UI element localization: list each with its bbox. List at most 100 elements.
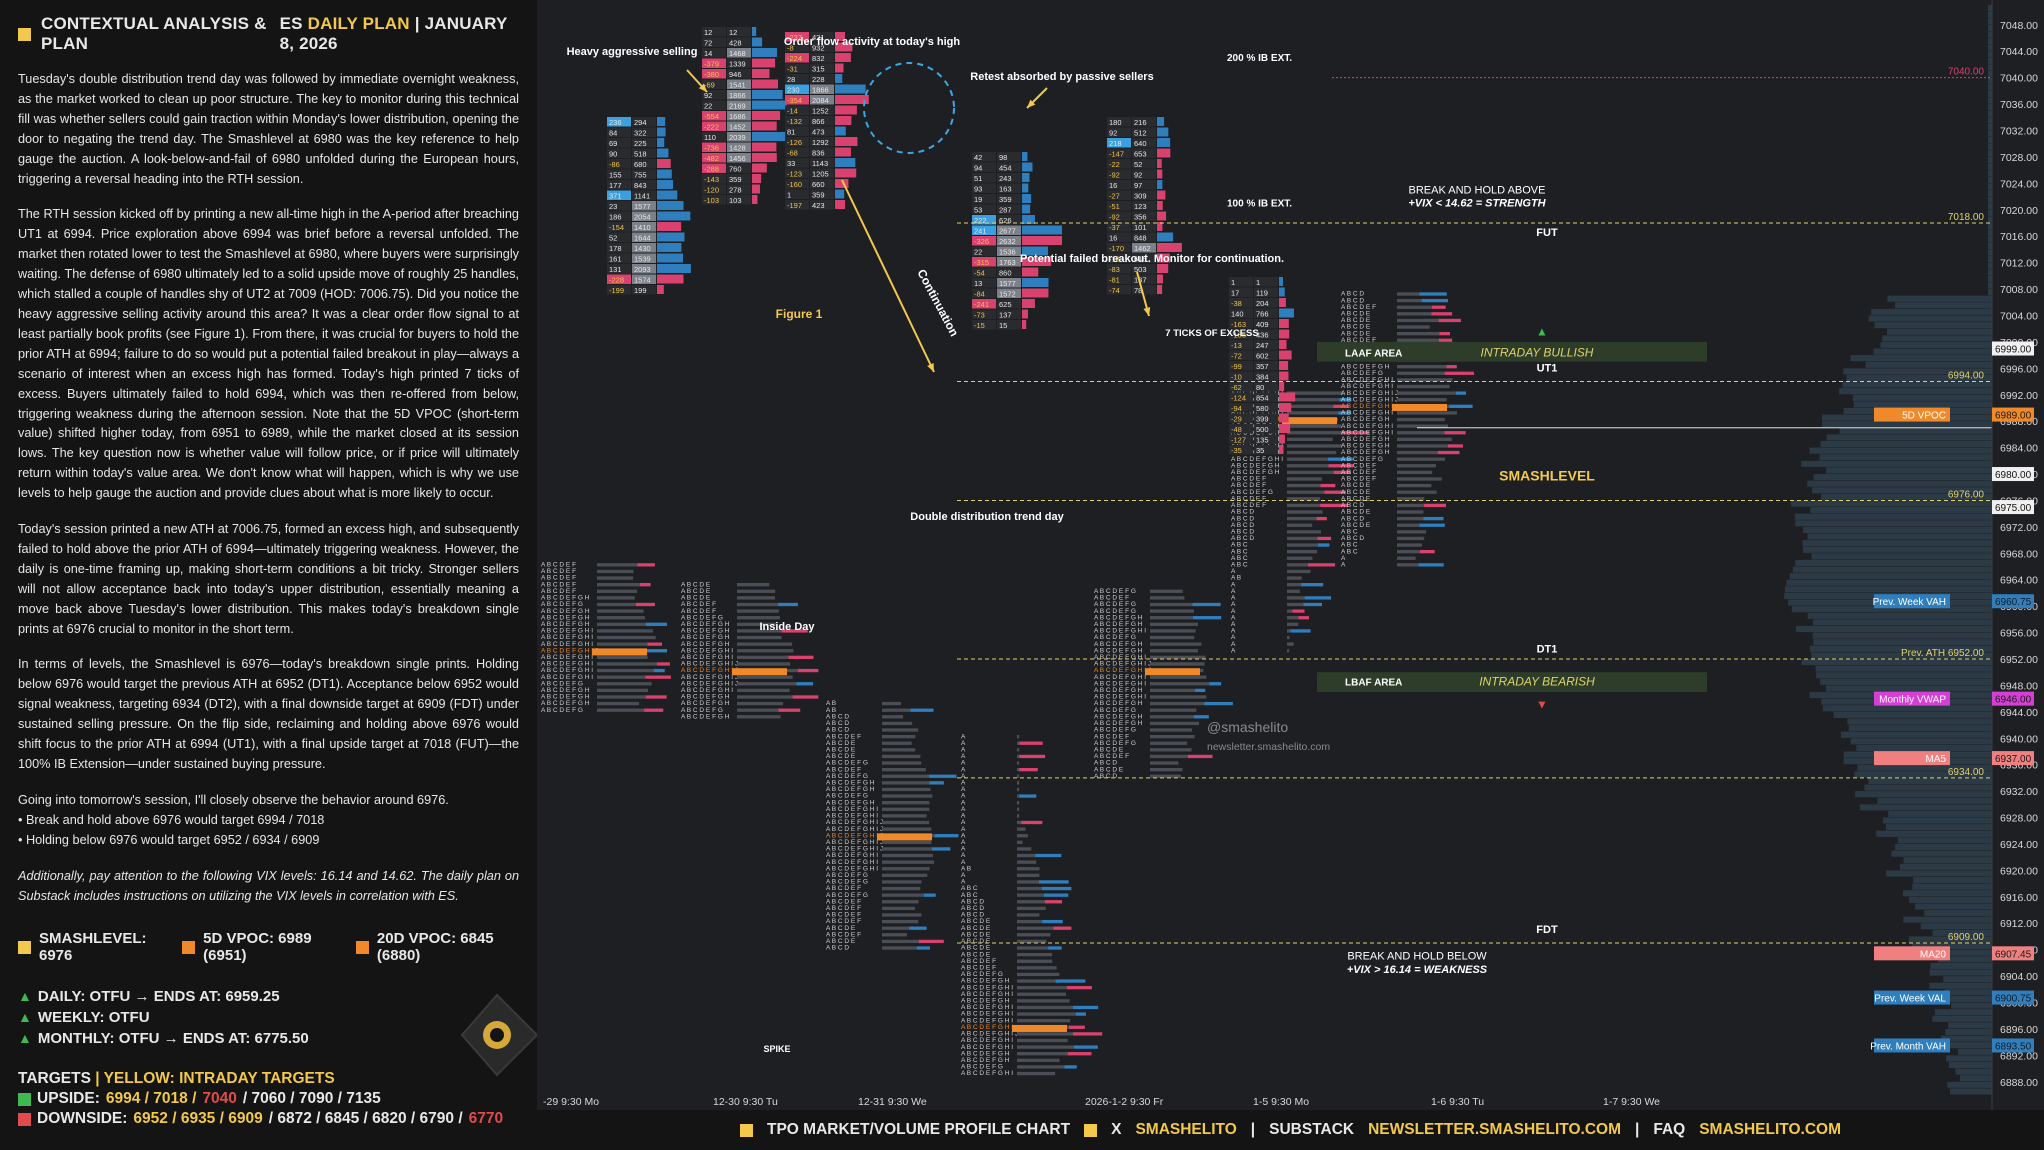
tpo-row: A B C D E F G H I	[1094, 654, 1146, 661]
volume-bar	[1812, 487, 1992, 494]
tpo-volume-bar	[597, 629, 653, 633]
tpo-row: A B C D E F G H I J	[681, 667, 738, 674]
tpo-row: A B C D	[1341, 297, 1364, 304]
tpo-volume-bar	[597, 688, 649, 693]
footprint-ask-cell	[1254, 350, 1278, 360]
tpo-row: A B C D E F G H I	[541, 641, 593, 648]
footprint-ask-value: 399	[1256, 415, 1269, 424]
delta-bar	[645, 695, 667, 699]
footprint-ask-value: 2677	[999, 227, 1016, 236]
tpo-volume-bar	[597, 569, 634, 574]
targets-label: TARGETS	[18, 1070, 91, 1088]
tpo-row: A B C	[1341, 542, 1358, 549]
price-box-value: 6999.00	[1995, 345, 2032, 356]
footprint-ask-value: 52	[1134, 160, 1142, 169]
tpo-row: A B C D E F G H	[681, 641, 730, 648]
tpo-volume-bar	[597, 563, 638, 567]
delta-bar	[1042, 919, 1063, 924]
volume-bar	[1988, 170, 1992, 177]
volume-bar	[1930, 962, 1992, 969]
level-value-label: 6909.00	[1948, 932, 1985, 943]
footprint-ask-value: 384	[1256, 373, 1269, 382]
footprint-delta-bar	[657, 117, 666, 126]
volume-bar	[1988, 209, 1992, 216]
weekly-text: WEEKLY: OTFU	[37, 1009, 150, 1027]
tpo-row: A B C D E F G H	[541, 595, 590, 602]
footprint-delta-bar	[1279, 329, 1290, 339]
footprint-bid-value: -199	[609, 286, 624, 295]
price-box-value: 6960.75	[1995, 597, 2032, 608]
footprint-delta-bar	[1279, 319, 1289, 328]
tpo-row: A B C D E F G H I	[961, 1011, 1013, 1018]
footprint-bid-value: 1	[1231, 278, 1235, 287]
volume-bar	[1852, 394, 1992, 401]
tpo-row: A B C D E F G H I	[961, 1017, 1013, 1024]
footprint-bid-value: -482	[704, 154, 719, 163]
tpo-volume-bar	[1017, 1005, 1073, 1010]
volume-bar	[1988, 64, 1992, 71]
footprint-bid-cell	[1229, 287, 1253, 297]
tpo-row: A	[961, 846, 966, 853]
tpo-row: A	[1231, 601, 1236, 608]
tpo-volume-bar	[882, 814, 927, 818]
tpo-volume-bar	[1287, 398, 1340, 402]
orange-square-icon	[182, 940, 196, 954]
footprint-bid-cell	[702, 132, 726, 142]
footprint-bid-value: 51	[974, 174, 982, 183]
faq-link[interactable]: SMASHELITO.COM	[1699, 1121, 1842, 1138]
tpo-volume-bar	[1017, 774, 1020, 778]
footprint-bid-cell	[1229, 298, 1253, 308]
axis-tick-label: 7036.00	[2000, 99, 2038, 111]
volume-bar	[1988, 236, 1992, 243]
daily-status: ▲ DAILY: OTFU → ENDS AT: 6959.25	[18, 986, 519, 1007]
tpo-row: A B C D E F G H	[681, 713, 730, 720]
footprint-bid-cell	[972, 246, 996, 256]
footprint-ask-value: 357	[1256, 362, 1269, 371]
paragraph-3: Today's session printed a new ATH at 700…	[18, 522, 519, 636]
tpo-volume-bar	[597, 642, 648, 646]
tpo-volume-bar	[1017, 959, 1053, 963]
tpo-row: A	[1231, 628, 1236, 635]
footprint-bid-cell	[702, 48, 726, 58]
volume-bar	[1856, 744, 1992, 751]
footprint-bid-cell	[702, 174, 726, 184]
volume-bar	[1988, 163, 1992, 170]
chart-svg[interactable]: A B C D E F GA B C D E F G HA B C D E F …	[537, 0, 2044, 1110]
tpo-volume-bar	[1150, 589, 1183, 593]
delta-bar	[1075, 1012, 1086, 1016]
tpo-volume-bar	[597, 583, 641, 587]
footprint-ask-value: 78	[1134, 286, 1142, 295]
tpo-volume-bar	[737, 635, 782, 640]
footprint-bid-cell	[1107, 180, 1131, 190]
weekly-status: ▲ WEEKLY: OTFU	[18, 1007, 519, 1028]
footprint-ask-cell	[1254, 319, 1278, 329]
footprint-bid-cell	[1107, 274, 1131, 284]
tpo-row: A	[1231, 647, 1236, 654]
delta-bar	[1298, 616, 1309, 620]
footprint-ask-cell	[810, 32, 834, 42]
footprint-delta-bar	[1022, 215, 1035, 224]
delta-bar	[1192, 616, 1222, 620]
tpo-volume-bar	[1017, 972, 1060, 977]
plan-date: ES DAILY PLAN | JANUARY 8, 2026	[280, 14, 519, 54]
tpo-row: A	[961, 746, 966, 753]
session-poc-bar	[1392, 403, 1447, 411]
volume-bar	[1988, 282, 1992, 289]
footprint-ask-value: 1410	[634, 223, 651, 232]
tpo-row: A B C D E F	[826, 931, 861, 938]
tpo-row: A B C D E F	[1341, 337, 1376, 344]
x-handle-link[interactable]: SMASHELITO	[1135, 1121, 1237, 1138]
tpo-row: A B C D E F G H	[681, 628, 730, 635]
daily-text: DAILY: OTFU → ENDS AT: 6959.25	[37, 988, 280, 1006]
volume-bar	[1833, 711, 1992, 718]
footprint-delta-bar	[752, 48, 777, 57]
substack-link[interactable]: NEWSLETTER.SMASHELITO.COM	[1368, 1121, 1621, 1138]
session-poc-bar	[1282, 417, 1337, 425]
footprint-ask-value: 80	[1256, 383, 1264, 392]
upside-yellow: 6994 / 7018 /	[105, 1090, 197, 1108]
footprint-ask-cell	[727, 79, 751, 89]
p5-line-1: Going into tomorrow's session, I'll clos…	[18, 792, 449, 807]
delta-bar	[1048, 946, 1062, 950]
tpo-volume-bar	[1397, 470, 1433, 475]
